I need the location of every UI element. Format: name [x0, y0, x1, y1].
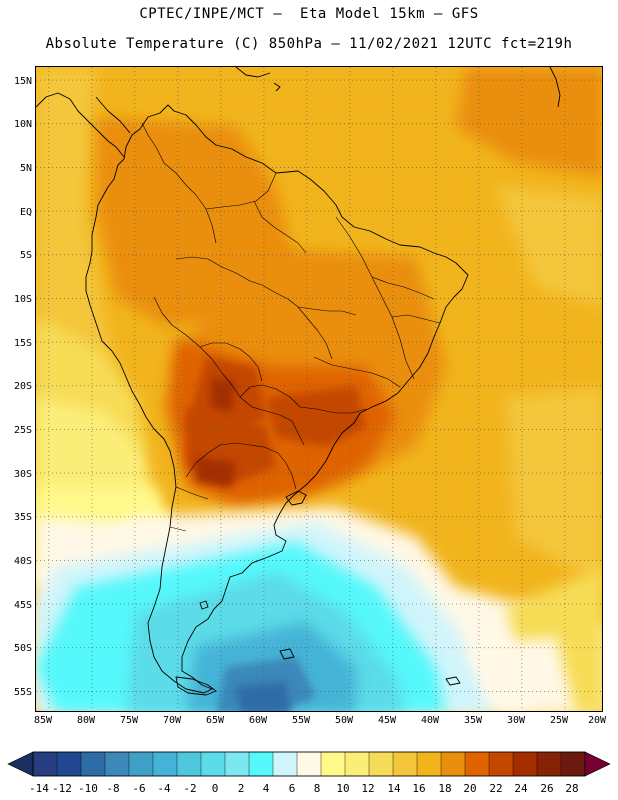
colorbar-label: -12	[52, 782, 72, 795]
colorbar-label: 2	[237, 782, 245, 795]
colorbar-label: 16	[412, 782, 426, 795]
colorbar-label: 12	[361, 782, 375, 795]
temperature-field	[36, 67, 602, 711]
lat-label: 15N	[13, 76, 32, 87]
colorbar-cell	[176, 751, 202, 777]
colorbar-cell	[320, 751, 346, 777]
colorbar-cell	[560, 751, 586, 777]
colorbar	[7, 751, 611, 777]
lat-label: 10N	[13, 119, 32, 130]
colorbar-cell	[368, 751, 394, 777]
colorbar-cell	[416, 751, 442, 777]
lat-label: 20S	[13, 381, 32, 392]
lat-label: 45S	[13, 600, 32, 611]
lat-label: 5N	[19, 163, 32, 174]
lat-label: 10S	[13, 294, 32, 305]
colorbar-cell	[464, 751, 490, 777]
lat-label: 35S	[13, 512, 32, 523]
colorbar-cell	[248, 751, 274, 777]
colorbar-cell	[440, 751, 466, 777]
colorbar-label: -6	[132, 782, 146, 795]
map-title-line2: Absolute Temperature (C) 850hPa – 11/02/…	[45, 36, 573, 52]
colorbar-label: 4	[262, 782, 270, 795]
coastline-south-america	[36, 67, 561, 696]
colorbar-cell	[152, 751, 178, 777]
colorbar-cell	[32, 751, 58, 777]
lon-label: 60W	[248, 715, 268, 726]
colorbar-cell	[488, 751, 514, 777]
colorbar-cell	[512, 751, 538, 777]
lon-label: 70W	[162, 715, 182, 726]
colorbar-cell	[128, 751, 154, 777]
colorbar-label: -4	[157, 782, 171, 795]
colorbar-label: 20	[463, 782, 477, 795]
colorbar-under-triangle	[7, 751, 34, 777]
lon-label: 30W	[506, 715, 526, 726]
colorbar-over-triangle	[584, 751, 611, 777]
country-borders	[141, 122, 441, 532]
lon-label: 65W	[205, 715, 225, 726]
colorbar-label: 22	[489, 782, 503, 795]
colorbar-label: 28	[565, 782, 579, 795]
lon-label: 80W	[76, 715, 96, 726]
map-title-line1: CPTEC/INPE/MCT – Eta Model 15km – GFS	[139, 6, 479, 22]
colorbar-cell	[296, 751, 322, 777]
graticule	[36, 67, 602, 711]
colorbar-label: -14	[29, 782, 49, 795]
colorbar-cell	[392, 751, 418, 777]
colorbar-cell	[344, 751, 370, 777]
colorbar-label: 18	[438, 782, 452, 795]
lon-label: 20W	[587, 715, 607, 726]
colorbar-cell	[104, 751, 130, 777]
temperature-map	[36, 67, 602, 711]
colorbar-cell	[272, 751, 298, 777]
colorbar-cell	[536, 751, 562, 777]
colorbar-label: -8	[106, 782, 120, 795]
colorbar-label: 6	[288, 782, 296, 795]
lat-label: 25S	[13, 425, 32, 436]
lat-label: 50S	[13, 643, 32, 654]
lon-label: 25W	[549, 715, 569, 726]
lat-label: 55S	[13, 687, 32, 698]
lon-label: 85W	[33, 715, 53, 726]
lat-label: 5S	[19, 250, 32, 261]
lon-label: 35W	[463, 715, 483, 726]
map-panel	[35, 66, 603, 712]
lon-label: 45W	[377, 715, 397, 726]
colorbar-label: 10	[336, 782, 350, 795]
colorbar-cell	[224, 751, 250, 777]
lon-label: 40W	[420, 715, 440, 726]
colorbar-label: 24	[514, 782, 528, 795]
colorbar-label: 14	[387, 782, 401, 795]
colorbar-label: 0	[211, 782, 219, 795]
lon-label: 55W	[291, 715, 311, 726]
colorbar-cell	[80, 751, 106, 777]
lat-label: EQ	[19, 207, 32, 218]
lat-label: 40S	[13, 556, 32, 567]
colorbar-label: -10	[78, 782, 98, 795]
lon-label: 75W	[119, 715, 139, 726]
lat-label: 15S	[13, 338, 32, 349]
colorbar-label: 26	[540, 782, 554, 795]
colorbar-cell	[200, 751, 226, 777]
colorbar-label: 8	[313, 782, 321, 795]
colorbar-label: -2	[183, 782, 197, 795]
lon-label: 50W	[334, 715, 354, 726]
colorbar-cell	[56, 751, 82, 777]
lat-label: 30S	[13, 469, 32, 480]
